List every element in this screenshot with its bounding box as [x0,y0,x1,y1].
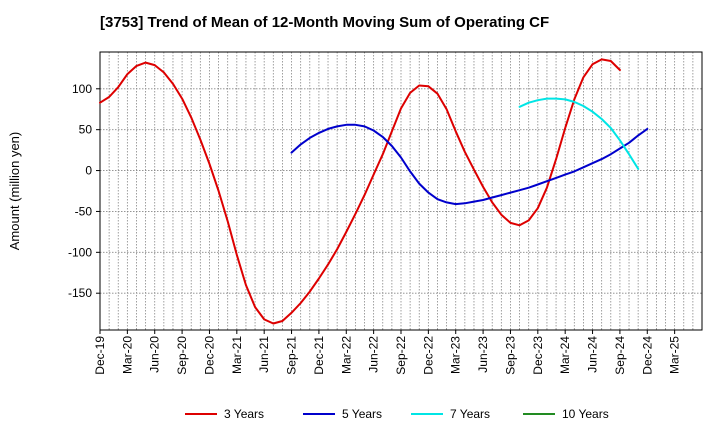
x-tick-label: Dec-21 [312,336,326,375]
chart-title: [3753] Trend of Mean of 12-Month Moving … [100,14,549,31]
legend-label-3-years: 3 Years [224,407,264,421]
x-tick-label: Dec-23 [531,336,545,375]
x-tick-label: Sep-21 [285,336,299,375]
x-tick-label: Jun-21 [257,336,271,373]
x-tick-label: Jun-22 [367,336,381,373]
series-line-3-years [99,58,621,325]
series-line-5-years [290,123,649,206]
legend: 3 Years 5 Years 7 Years 10 Years [185,407,609,421]
x-axis: Dec-19 Mar-20 Jun-20 Sep-20 Dec-20 Mar-21 Jun-… [93,330,682,375]
y-tick-label: 50 [79,123,93,137]
x-tick-label: Sep-20 [175,336,189,375]
x-tick-label: Dec-19 [93,336,107,375]
x-tick-label: Mar-23 [449,336,463,374]
legend-label-7-years: 7 Years [450,407,490,421]
y-tick-label: -150 [68,286,92,300]
legend-label-10-years: 10 Years [562,407,609,421]
x-tick-label: Mar-21 [230,336,244,374]
x-tick-label: Mar-22 [339,336,353,374]
x-tick-label: Dec-24 [640,336,654,375]
x-tick-label: Mar-24 [558,336,572,374]
x-tick-label: Sep-22 [394,336,408,375]
x-tick-label: Dec-22 [421,336,435,375]
series-layer [99,58,649,325]
legend-label-5-years: 5 Years [342,407,382,421]
x-tick-label: Jun-24 [586,336,600,373]
x-tick-label: Sep-24 [613,336,627,375]
x-tick-label: Jun-20 [148,336,162,373]
y-axis-label: Amount (million yen) [7,132,22,251]
y-tick-label: 0 [85,164,92,178]
x-tick-label: Dec-20 [202,336,216,375]
x-tick-label: Mar-25 [668,336,682,374]
x-tick-label: Mar-20 [120,336,134,374]
series-line-7-years [518,97,640,170]
y-tick-label: -50 [75,204,93,218]
y-tick-label: -100 [68,245,92,259]
x-tick-label: Sep-23 [503,336,517,375]
y-tick-label: 100 [72,82,92,96]
y-axis: 100 50 0 -50 -100 -150 [68,82,100,300]
x-tick-label: Jun-23 [476,336,490,373]
